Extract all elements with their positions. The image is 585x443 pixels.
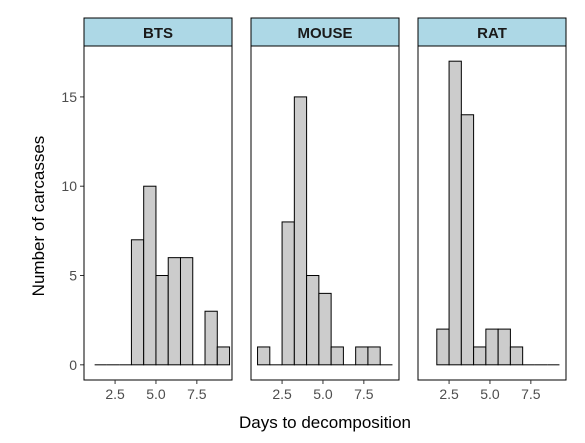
histogram-bar bbox=[216, 346, 231, 366]
histogram-bar bbox=[367, 346, 381, 366]
facet-strip bbox=[417, 17, 567, 47]
histogram-bar bbox=[497, 328, 511, 366]
x-tick-label: 5.0 bbox=[313, 386, 333, 402]
x-tick-label: 2.5 bbox=[105, 386, 125, 402]
y-tick-label: 0 bbox=[69, 357, 77, 373]
facet-strip-label: BTS bbox=[143, 25, 173, 42]
histogram-bar bbox=[293, 96, 308, 366]
histogram-bar bbox=[281, 221, 295, 366]
histogram-bar bbox=[167, 257, 181, 366]
histogram-bar bbox=[330, 346, 344, 366]
histogram-bar bbox=[485, 328, 499, 366]
facet-panels: 0 5 10 15 BTS 2.5 5.0 7.5 MOUSE 2.5 5.0 7.5 RAT 2.5 5.… bbox=[61, 17, 567, 402]
y-tick-label: 5 bbox=[69, 268, 77, 284]
histogram-bar bbox=[155, 275, 169, 366]
facet-mouse: MOUSE 2.5 5.0 7.5 bbox=[250, 17, 400, 402]
facet-strip-label: MOUSE bbox=[297, 25, 352, 42]
histogram-bar bbox=[179, 257, 194, 366]
y-axis-title: Number of carcasses bbox=[29, 136, 48, 297]
histogram-bar bbox=[143, 185, 157, 366]
histogram-bar bbox=[318, 292, 332, 366]
histogram-bar bbox=[436, 328, 450, 366]
panel-border bbox=[250, 45, 400, 381]
facet-rat: RAT 2.5 5.0 7.5 bbox=[417, 17, 567, 402]
x-tick-label: 2.5 bbox=[439, 386, 459, 402]
x-axis-title: Days to decomposition bbox=[239, 413, 411, 432]
histogram-bar bbox=[257, 346, 271, 366]
histogram-bar bbox=[473, 346, 487, 366]
facet-strip bbox=[83, 17, 233, 47]
histogram-bar bbox=[204, 310, 218, 366]
histogram-bar bbox=[460, 114, 475, 366]
histogram-bar bbox=[355, 346, 369, 366]
x-tick-label: 5.0 bbox=[480, 386, 500, 402]
facet-bts: BTS 2.5 5.0 7.5 bbox=[83, 17, 233, 402]
histogram-bar bbox=[306, 275, 320, 366]
facet-strip-label: RAT bbox=[477, 25, 507, 42]
panel-border bbox=[417, 45, 567, 381]
x-tick-label: 7.5 bbox=[354, 386, 374, 402]
histogram-bar bbox=[130, 239, 145, 366]
histogram-bar bbox=[448, 60, 462, 366]
panel-border bbox=[83, 45, 233, 381]
panel-background bbox=[418, 46, 566, 380]
y-tick-label: 15 bbox=[61, 89, 77, 105]
x-tick-label: 7.5 bbox=[521, 386, 541, 402]
x-tick-label: 2.5 bbox=[272, 386, 292, 402]
histogram-bar bbox=[509, 346, 524, 366]
y-tick-label: 10 bbox=[61, 178, 77, 194]
x-tick-label: 5.0 bbox=[146, 386, 166, 402]
x-tick-label: 7.5 bbox=[187, 386, 207, 402]
facet-strip bbox=[250, 17, 400, 47]
